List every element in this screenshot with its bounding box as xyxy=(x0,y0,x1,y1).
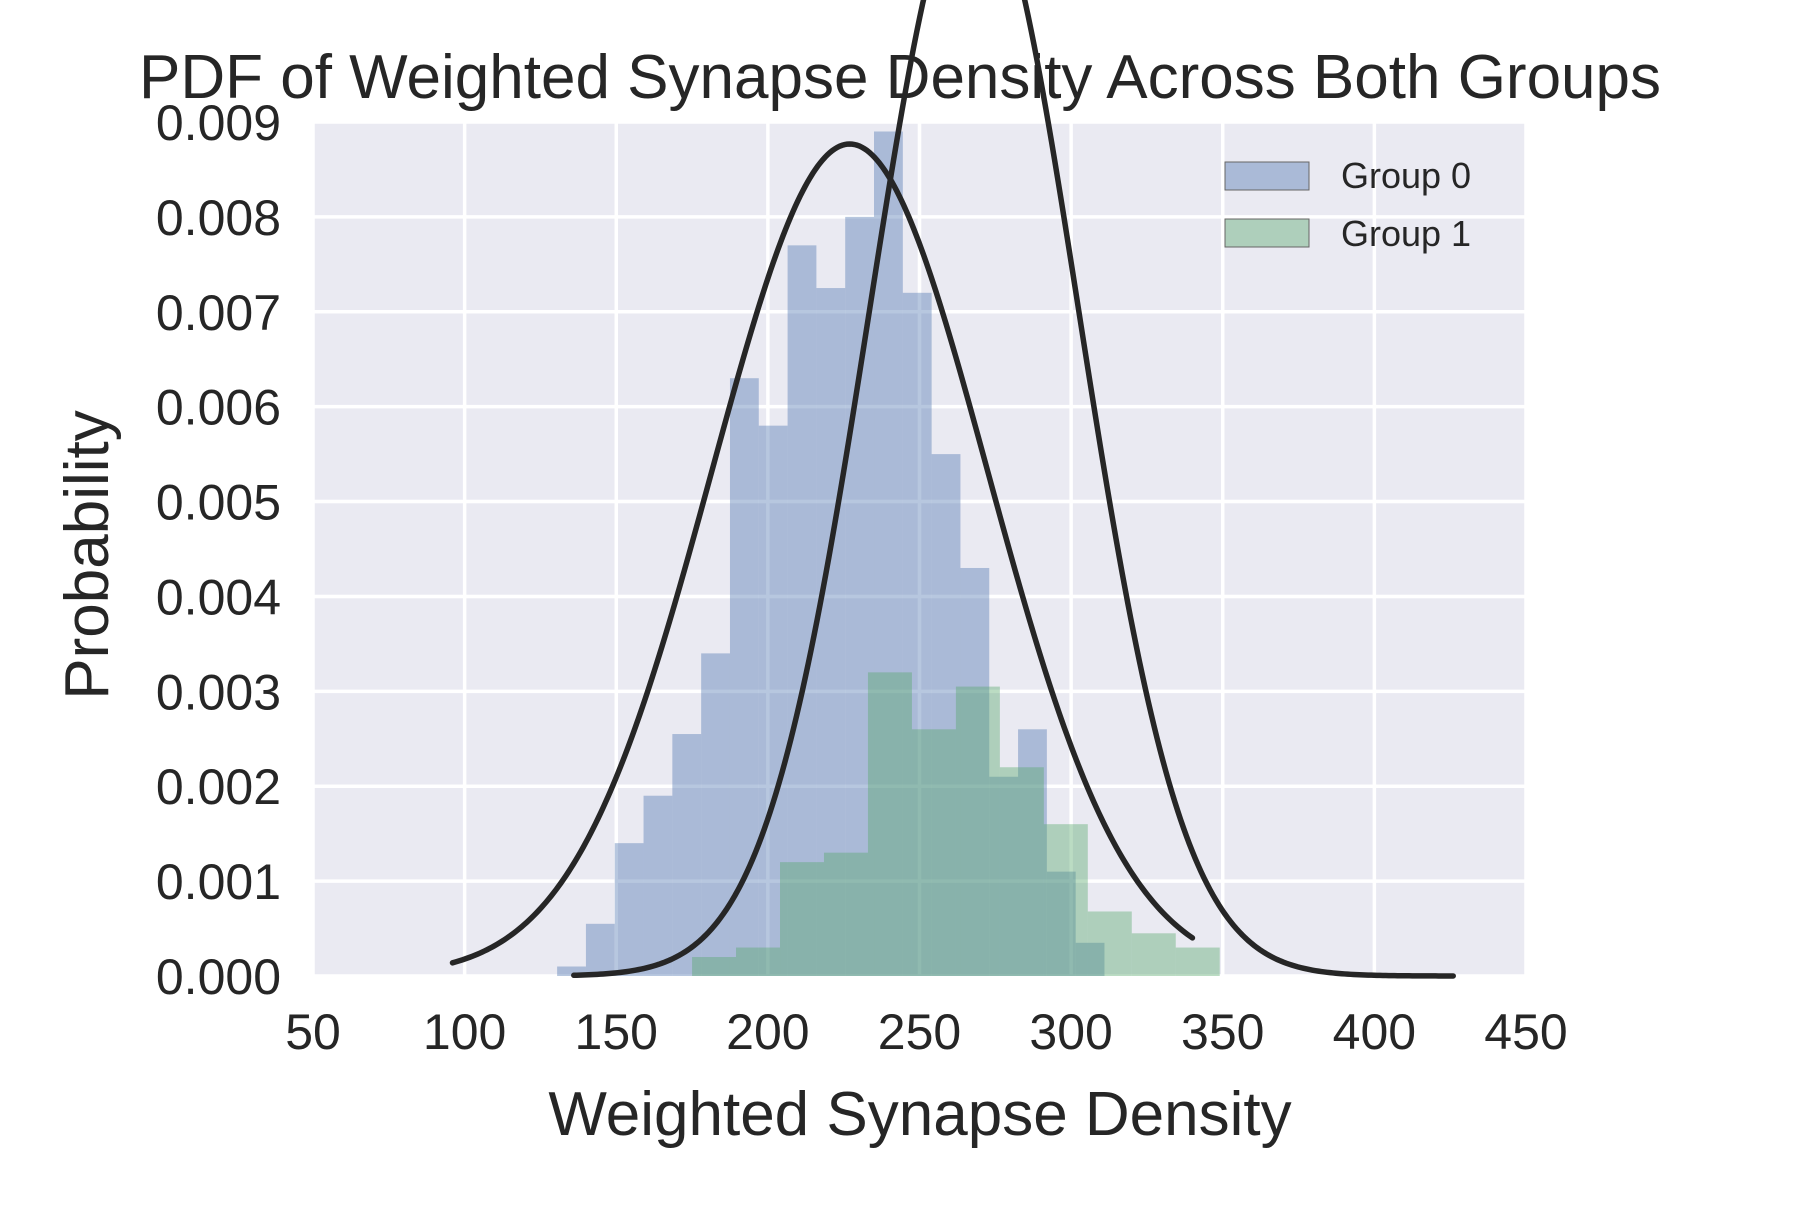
x-tick-label: 50 xyxy=(285,1004,341,1060)
x-axis-label: Weighted Synapse Density xyxy=(548,1080,1291,1149)
y-tick-label: 0.007 xyxy=(156,285,281,341)
histogram-bar-group-1 xyxy=(999,767,1044,976)
histogram-bar-group-1 xyxy=(823,852,868,976)
histogram-bar-group-1 xyxy=(780,862,824,976)
histogram-bar-group-0 xyxy=(672,734,702,976)
y-tick-label: 0.009 xyxy=(156,95,281,151)
legend-swatch-group-1 xyxy=(1224,218,1310,248)
x-tick-label: 450 xyxy=(1484,1004,1567,1060)
x-tick-label: 300 xyxy=(1029,1004,1112,1060)
histogram-bar-group-0 xyxy=(931,454,961,977)
histogram-bar-group-0 xyxy=(758,425,788,977)
histogram-bar-group-0 xyxy=(989,776,1019,976)
histogram-bar-group-0 xyxy=(902,292,932,976)
y-tick-label: 0.001 xyxy=(156,854,281,910)
histogram-bar-group-1 xyxy=(1087,911,1132,976)
x-tick-label: 150 xyxy=(575,1004,658,1060)
histogram-bar-group-0 xyxy=(816,288,846,976)
histogram-bar-group-0 xyxy=(1075,942,1105,976)
histogram-bar-group-1 xyxy=(736,947,781,976)
histogram-bar-group-0 xyxy=(614,843,644,976)
y-tick-label: 0.000 xyxy=(156,949,281,1005)
histogram-bar-group-1 xyxy=(867,672,912,976)
legend-swatch-group-0 xyxy=(1224,161,1310,191)
y-tick-label: 0.002 xyxy=(156,759,281,815)
x-tick-label: 100 xyxy=(423,1004,506,1060)
tick-labels: 50 100 150 200 250 300 350 400 450 0.000 0.001 0.00… xyxy=(156,95,1568,1060)
pdf-curves xyxy=(449,0,1456,979)
x-tick-label: 400 xyxy=(1333,1004,1416,1060)
y-tick-label: 0.003 xyxy=(156,664,281,720)
x-tick-label: 200 xyxy=(726,1004,809,1060)
y-tick-label: 0.008 xyxy=(156,190,281,246)
histogram-bar-group-1 xyxy=(1043,824,1088,976)
histogram-bar-group-1 xyxy=(1175,947,1220,976)
x-tick-label: 350 xyxy=(1181,1004,1264,1060)
histogram-bar-group-1 xyxy=(955,686,1000,976)
y-tick-label: 0.006 xyxy=(156,380,281,436)
y-tick-label: 0.005 xyxy=(156,475,281,531)
histogram-bar-group-0 xyxy=(960,567,990,976)
histogram-bar-group-0 xyxy=(585,923,615,976)
histogram-bar-group-0 xyxy=(874,131,903,976)
legend-label-group-0: Group 0 xyxy=(1341,155,1471,196)
pdf-curve-group-0 xyxy=(449,141,1196,966)
legend: Group 0 Group 1 xyxy=(1224,155,1471,254)
grid xyxy=(311,120,1528,978)
histogram-bar-group-0 xyxy=(845,216,875,976)
y-tick-label: 0.004 xyxy=(156,569,281,625)
histogram-bar-group-0 xyxy=(787,245,817,976)
pdf-curve-group-1 xyxy=(571,0,1456,979)
histogram-bar-group-0 xyxy=(643,795,673,976)
chart-title: PDF of Weighted Synapse Density Across B… xyxy=(139,43,1661,112)
histograms xyxy=(557,131,1220,977)
histogram-bar-group-0 xyxy=(729,378,759,976)
histogram-bar-group-0 xyxy=(1018,729,1047,976)
histogram-bar-group-0 xyxy=(1046,871,1076,976)
legend-label-group-1: Group 1 xyxy=(1341,213,1471,254)
y-axis-label: Probability xyxy=(53,410,122,699)
x-tick-label: 250 xyxy=(878,1004,961,1060)
histogram-bar-group-0 xyxy=(557,966,586,976)
histogram-bar-group-1 xyxy=(911,729,956,976)
histogram-bar-group-1 xyxy=(692,957,737,976)
histogram-bar-group-1 xyxy=(1131,933,1176,976)
